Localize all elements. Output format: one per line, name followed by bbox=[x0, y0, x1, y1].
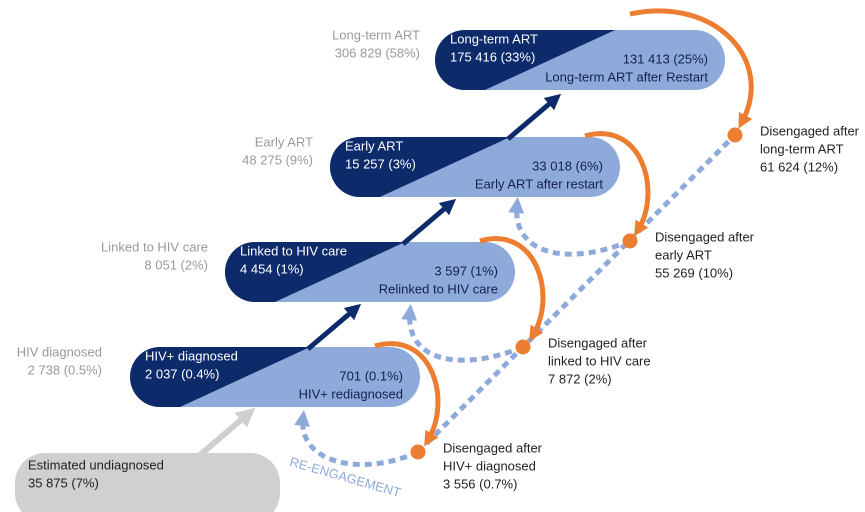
disengaged-label: Disengaged after bbox=[760, 123, 860, 138]
side-value: 2 738 (0.5%) bbox=[28, 362, 102, 377]
disengaged-value: 7 872 (2%) bbox=[548, 371, 612, 386]
side-value: 8 051 (2%) bbox=[144, 257, 208, 272]
stage-value: 4 454 (1%) bbox=[240, 261, 304, 276]
undiagnosed-box bbox=[15, 453, 280, 512]
restart-label: Relinked to HIV care bbox=[379, 281, 498, 296]
stage-box-dark bbox=[225, 242, 405, 302]
re-engagement-arrow bbox=[294, 410, 420, 467]
diagram-body: Estimated undiagnosed 35 875 (7%) HIV diag… bbox=[15, 8, 860, 512]
side-label: HIV diagnosed bbox=[17, 344, 102, 359]
restart-value: 3 597 (1%) bbox=[434, 263, 498, 278]
stage-title: Linked to HIV care bbox=[240, 243, 347, 258]
restart-value: 701 (0.1%) bbox=[339, 368, 403, 383]
disengaged-label: HIV+ diagnosed bbox=[443, 458, 536, 473]
disengaged-label: Disengaged after bbox=[655, 229, 755, 244]
stage-box-dark bbox=[330, 137, 510, 197]
disengaged-value: 55 269 (10%) bbox=[655, 265, 733, 280]
re-engagement-arrow bbox=[508, 197, 631, 257]
disengage-arrow bbox=[584, 131, 651, 237]
disengaged-label: linked to HIV care bbox=[548, 353, 651, 368]
disengage-arrow bbox=[479, 236, 546, 342]
side-label: Linked to HIV care bbox=[101, 239, 208, 254]
stage-value: 2 037 (0.4%) bbox=[145, 366, 219, 381]
stage-box-dark bbox=[130, 347, 310, 407]
side-label: Long-term ART bbox=[332, 27, 420, 42]
restart-label: Long-term ART after Restart bbox=[545, 69, 708, 84]
stage-value: 15 257 (3%) bbox=[345, 156, 416, 171]
side-label: Early ART bbox=[255, 134, 313, 149]
progression-arrow bbox=[198, 407, 256, 458]
restart-label: HIV+ rediagnosed bbox=[299, 386, 403, 401]
disengage-arrow bbox=[374, 341, 441, 447]
restart-value: 131 413 (25%) bbox=[623, 51, 708, 66]
re-engagement-line bbox=[416, 133, 737, 454]
re-engagement-arrow bbox=[401, 304, 524, 363]
stage-title: Long-term ART bbox=[450, 31, 538, 46]
disengaged-value: 3 556 (0.7%) bbox=[443, 476, 517, 491]
stage-box-dark bbox=[435, 30, 615, 90]
disengage-dot bbox=[515, 339, 531, 355]
disengaged-value: 61 624 (12%) bbox=[760, 159, 838, 174]
undiagnosed-label: Estimated undiagnosed bbox=[28, 457, 164, 472]
disengage-dot bbox=[622, 233, 638, 249]
disengage-arrow bbox=[629, 8, 754, 129]
disengaged-label: Disengaged after bbox=[548, 335, 648, 350]
disengaged-label: long-term ART bbox=[760, 141, 844, 156]
undiagnosed-value: 35 875 (7%) bbox=[28, 475, 99, 490]
disengage-dot bbox=[410, 444, 426, 460]
progression-arrow bbox=[306, 303, 362, 351]
restart-label: Early ART after restart bbox=[475, 176, 604, 191]
stage-title: Early ART bbox=[345, 138, 403, 153]
restart-value: 33 018 (6%) bbox=[532, 158, 603, 173]
stage-value: 175 416 (33%) bbox=[450, 49, 535, 64]
disengage-dot bbox=[727, 127, 743, 143]
progression-arrow bbox=[401, 198, 457, 246]
side-value: 306 829 (58%) bbox=[335, 45, 420, 60]
progression-arrow bbox=[506, 93, 562, 141]
stage-title: HIV+ diagnosed bbox=[145, 348, 238, 363]
disengaged-label: Disengaged after bbox=[443, 440, 543, 455]
side-value: 48 275 (9%) bbox=[242, 152, 313, 167]
disengaged-label: early ART bbox=[655, 247, 712, 262]
